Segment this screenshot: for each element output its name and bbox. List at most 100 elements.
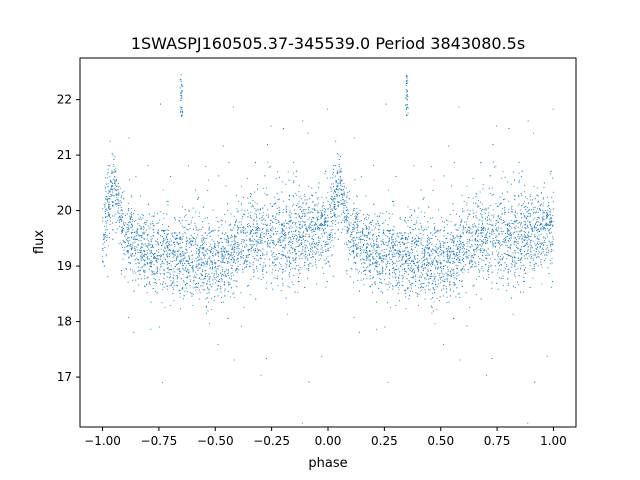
data-point (315, 234, 317, 236)
data-point (145, 221, 147, 223)
data-point (504, 213, 506, 215)
data-point (143, 233, 145, 235)
data-point (459, 242, 461, 244)
data-point (156, 267, 158, 269)
data-point (520, 268, 522, 270)
data-point (460, 241, 462, 243)
data-point (423, 230, 425, 232)
data-point (544, 227, 546, 230)
data-point (184, 208, 186, 211)
data-point (222, 145, 224, 147)
data-point (155, 290, 157, 292)
data-point (128, 316, 130, 318)
data-point (552, 177, 554, 179)
data-point (190, 222, 192, 224)
data-point (392, 288, 394, 290)
data-point (398, 288, 400, 290)
data-point (227, 244, 229, 247)
data-point (424, 277, 426, 280)
data-point (540, 203, 543, 205)
data-point (431, 265, 433, 268)
data-point (524, 214, 526, 216)
data-point (442, 295, 445, 297)
data-point (189, 285, 191, 287)
data-point (350, 222, 352, 224)
data-point (270, 125, 272, 127)
data-point (237, 227, 239, 229)
data-point (251, 204, 253, 206)
data-point (223, 275, 225, 277)
data-point (130, 248, 132, 250)
data-point (289, 276, 291, 278)
data-point (440, 266, 442, 268)
data-point (184, 252, 187, 254)
data-point (386, 255, 388, 258)
data-point (531, 229, 534, 231)
data-point (124, 276, 126, 278)
data-point (429, 257, 431, 259)
data-point (415, 237, 417, 239)
data-point (168, 272, 170, 274)
data-point (254, 244, 256, 246)
data-point (398, 242, 400, 244)
data-point (201, 221, 203, 223)
data-point (440, 289, 443, 291)
data-point (438, 251, 440, 253)
data-point (432, 189, 434, 192)
data-point (334, 223, 337, 226)
data-point (348, 249, 350, 251)
data-point (250, 217, 253, 219)
data-point (380, 244, 383, 246)
data-point (230, 229, 232, 231)
data-point (446, 238, 448, 240)
data-point (237, 228, 240, 230)
data-point (210, 259, 212, 261)
data-point (484, 229, 486, 231)
data-point (378, 254, 380, 256)
data-point (170, 275, 172, 278)
data-point (552, 236, 554, 238)
data-point (137, 243, 139, 245)
data-point (222, 232, 224, 234)
data-point (220, 219, 222, 221)
data-point (454, 224, 456, 226)
data-point (138, 234, 140, 236)
data-point (479, 219, 481, 221)
data-point (105, 202, 107, 204)
data-point (361, 232, 364, 234)
data-point (195, 227, 197, 229)
data-point (543, 218, 545, 220)
data-point (127, 230, 130, 232)
data-point (273, 196, 275, 198)
data-point (543, 211, 545, 213)
data-point (266, 194, 268, 196)
data-point (446, 296, 448, 298)
data-point (172, 282, 174, 284)
data-point (538, 256, 540, 258)
data-point (407, 206, 409, 208)
data-point (122, 223, 124, 225)
data-point (527, 250, 529, 252)
data-point (391, 234, 393, 236)
data-point (140, 219, 142, 221)
data-point (282, 229, 284, 231)
data-point (376, 215, 379, 217)
data-point (287, 313, 289, 315)
data-point (463, 260, 465, 263)
data-point (449, 281, 451, 283)
data-point (432, 264, 434, 266)
data-point (265, 230, 268, 232)
data-point (110, 217, 112, 219)
data-point (288, 227, 290, 229)
data-point (297, 245, 299, 248)
data-point (264, 258, 266, 260)
data-point (335, 190, 337, 192)
data-point (370, 224, 372, 226)
data-point (345, 200, 347, 202)
data-point (456, 275, 458, 277)
data-point (114, 176, 116, 178)
data-point (310, 244, 312, 246)
data-point (105, 183, 107, 185)
data-point (400, 251, 402, 253)
data-point (515, 225, 517, 227)
